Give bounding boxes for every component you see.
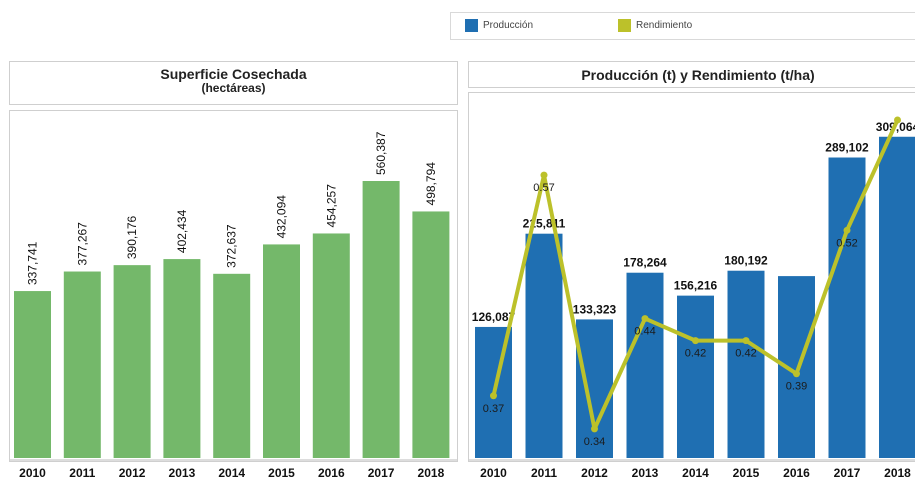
left-bar-value-label-2018: 498,794 bbox=[424, 162, 438, 206]
legend-item-rendimiento: Rendimiento bbox=[618, 19, 692, 32]
left-bar-2016 bbox=[312, 233, 350, 458]
rendimiento-point-2011 bbox=[540, 171, 548, 179]
left-chart-title: Superficie Cosechada bbox=[160, 66, 307, 82]
left-bar-value-label-2013: 402,434 bbox=[175, 209, 189, 253]
legend-item-produccion: Producción bbox=[465, 19, 533, 32]
production-value-label-2015: 180,192 bbox=[724, 254, 768, 268]
rendimiento-value-label-2017: 0.52 bbox=[836, 237, 857, 249]
right-x-tick-label-2010: 2010 bbox=[480, 466, 507, 480]
right-x-tick-label-2014: 2014 bbox=[682, 466, 709, 480]
right-x-tick-label-2012: 2012 bbox=[581, 466, 608, 480]
left-x-tick-label-2011: 2011 bbox=[69, 466, 95, 480]
rendimiento-value-label-2012: 0.34 bbox=[584, 436, 605, 448]
rendimiento-point-2016 bbox=[793, 370, 800, 378]
rendimiento-value-label-2013: 0.44 bbox=[634, 326, 655, 338]
left-bar-2011 bbox=[63, 271, 101, 458]
left-x-tick-label-2012: 2012 bbox=[119, 466, 146, 480]
right-x-tick-label-2016: 2016 bbox=[783, 466, 810, 480]
rendimiento-value-label-2016: 0.39 bbox=[786, 381, 807, 393]
production-value-label-2011: 215,811 bbox=[523, 217, 566, 231]
rendimiento-point-2012 bbox=[591, 425, 598, 433]
left-bar-value-label-2014: 372,637 bbox=[225, 224, 239, 268]
left-x-tick-label-2014: 2014 bbox=[218, 466, 245, 480]
rendimiento-value-label-2015: 0.42 bbox=[735, 348, 756, 360]
right-x-tick-label-2013: 2013 bbox=[632, 466, 659, 480]
right-chart-title-box: Producción (t) y Rendimiento (t/ha) bbox=[468, 61, 915, 88]
rendimiento-point-2018 bbox=[894, 116, 901, 124]
production-value-label-2012: 133,323 bbox=[573, 302, 617, 316]
rendimiento-point-2014 bbox=[692, 337, 699, 345]
left-x-tick-label-2018: 2018 bbox=[418, 466, 445, 480]
rendimiento-value-label-2011: 0.57 bbox=[533, 182, 554, 194]
rendimiento-value-label-2010: 0.37 bbox=[483, 403, 504, 415]
left-bar-2012 bbox=[113, 265, 151, 458]
production-bar-2015 bbox=[727, 270, 765, 458]
left-bar-value-label-2010: 337,741 bbox=[26, 241, 40, 285]
legend-label-rendimiento: Rendimiento bbox=[636, 20, 693, 31]
right-x-tick-label-2015: 2015 bbox=[733, 466, 760, 480]
production-bar-2012 bbox=[576, 319, 613, 458]
production-bar-2013 bbox=[626, 272, 664, 458]
left-chart-title-box: Superficie Cosechada (hectáreas) bbox=[9, 61, 458, 105]
legend-swatch-rendimiento bbox=[618, 19, 631, 32]
production-bar-2011 bbox=[525, 233, 563, 458]
right-x-tick-label-2017: 2017 bbox=[834, 466, 861, 480]
rendimiento-value-label-2014: 0.42 bbox=[685, 348, 706, 360]
right-chart-title: Producción (t) y Rendimiento (t/ha) bbox=[581, 67, 815, 83]
right-x-tick-label-2018: 2018 bbox=[884, 466, 911, 480]
production-value-label-2010: 126,087 bbox=[472, 310, 516, 324]
rendimiento-point-2015 bbox=[742, 337, 750, 345]
legend-label-produccion: Producción bbox=[483, 20, 534, 31]
legend-swatch-produccion bbox=[465, 19, 478, 32]
left-bar-2014 bbox=[213, 273, 251, 458]
left-x-tick-label-2010: 2010 bbox=[19, 466, 46, 480]
production-bar-2014 bbox=[677, 295, 714, 458]
production-value-label-2014: 156,216 bbox=[674, 279, 718, 293]
right-x-tick-label-2011: 2011 bbox=[531, 466, 557, 480]
left-bar-value-label-2011: 377,267 bbox=[75, 222, 89, 266]
left-bar-2010 bbox=[14, 291, 51, 458]
production-value-label-2013: 178,264 bbox=[623, 256, 667, 270]
rendimiento-point-2010 bbox=[490, 392, 497, 400]
left-x-tick-label-2015: 2015 bbox=[268, 466, 295, 480]
chart-legend: Producción Rendimiento bbox=[450, 12, 915, 40]
rendimiento-point-2013 bbox=[641, 315, 649, 323]
left-bar-value-label-2016: 454,257 bbox=[324, 184, 338, 228]
left-bar-value-label-2017: 560,387 bbox=[374, 131, 388, 175]
left-bar-2018 bbox=[412, 211, 450, 458]
left-bar-2013 bbox=[163, 259, 201, 458]
rendimiento-point-2017 bbox=[843, 226, 851, 234]
left-x-tick-label-2017: 2017 bbox=[368, 466, 395, 480]
left-bar-value-label-2012: 390,176 bbox=[125, 215, 139, 259]
production-bar-2018 bbox=[879, 136, 915, 459]
production-value-label-2017: 289,102 bbox=[825, 141, 869, 155]
left-bar-value-label-2015: 432,094 bbox=[275, 195, 289, 239]
left-bar-2015 bbox=[263, 244, 300, 458]
left-bar-2017 bbox=[362, 181, 400, 458]
left-x-tick-label-2013: 2013 bbox=[169, 466, 196, 480]
left-x-tick-label-2016: 2016 bbox=[318, 466, 345, 480]
left-chart-subtitle: (hectáreas) bbox=[201, 81, 266, 95]
